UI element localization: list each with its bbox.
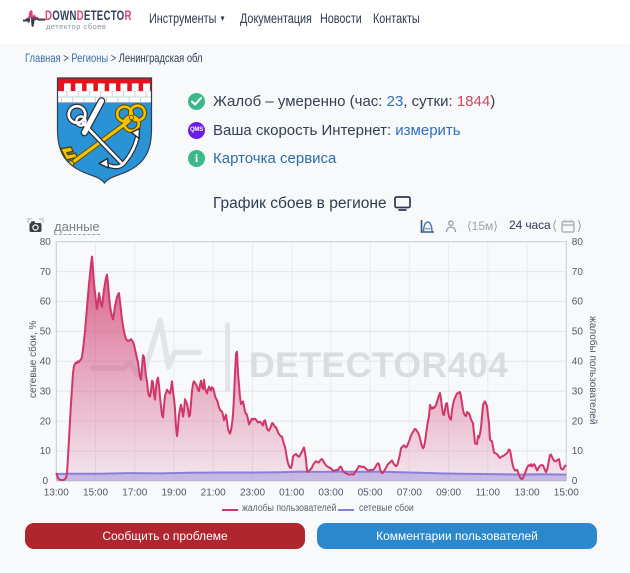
svg-text:15:00: 15:00 <box>83 488 108 499</box>
svg-text:21:00: 21:00 <box>201 488 226 499</box>
svg-text:60: 60 <box>40 297 52 308</box>
svg-text:17:00: 17:00 <box>122 488 147 499</box>
svg-text:40: 40 <box>572 357 584 368</box>
svg-text:30: 30 <box>572 386 584 397</box>
svg-text:09:00: 09:00 <box>436 488 461 499</box>
svg-text:13:00: 13:00 <box>515 488 540 499</box>
svg-text:23:00: 23:00 <box>240 488 265 499</box>
svg-text:20: 20 <box>40 416 52 427</box>
svg-text:70: 70 <box>572 267 584 278</box>
svg-text:01:00: 01:00 <box>279 488 304 499</box>
svg-text:10: 10 <box>40 446 52 457</box>
svg-text:70: 70 <box>40 267 52 278</box>
svg-text:50: 50 <box>572 327 584 338</box>
svg-text:60: 60 <box>572 297 584 308</box>
svg-text:40: 40 <box>40 357 52 368</box>
svg-text:30: 30 <box>40 386 52 397</box>
svg-text:0: 0 <box>43 476 49 487</box>
svg-text:10: 10 <box>572 446 584 457</box>
svg-text:0: 0 <box>572 476 578 487</box>
svg-text:80: 80 <box>40 237 52 248</box>
svg-text:DETECTOR404: DETECTOR404 <box>249 345 508 385</box>
svg-text:05:00: 05:00 <box>358 488 383 499</box>
svg-text:20: 20 <box>572 416 584 427</box>
svg-text:50: 50 <box>40 327 52 338</box>
svg-text:80: 80 <box>572 237 584 248</box>
svg-text:11:00: 11:00 <box>476 488 501 499</box>
svg-text:13:00: 13:00 <box>44 488 69 499</box>
svg-text:03:00: 03:00 <box>318 488 343 499</box>
svg-text:15:00: 15:00 <box>554 488 579 499</box>
svg-text:19:00: 19:00 <box>161 488 186 499</box>
svg-text:07:00: 07:00 <box>397 488 422 499</box>
